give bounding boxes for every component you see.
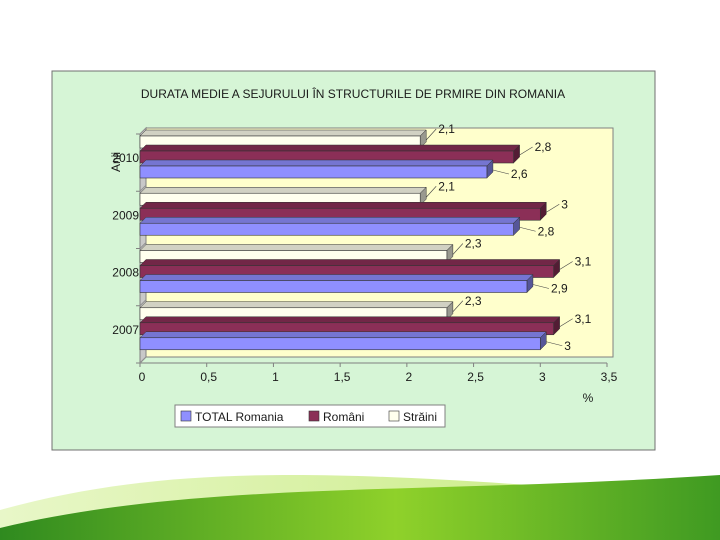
- y-axis-label: Anii: [109, 152, 123, 172]
- data-label-leader: [546, 203, 560, 213]
- bar-top-face: [139, 331, 547, 338]
- chart-title: DURATA MEDIE A SEJURULUI ÎN STRUCTURILE …: [141, 86, 565, 101]
- legend-entry: TOTAL Romania: [195, 410, 284, 424]
- data-label-leader: [519, 146, 533, 156]
- category-divider: [139, 184, 147, 192]
- bar-top-face: [139, 144, 521, 152]
- x-tick-label: 3: [539, 370, 546, 384]
- data-label: 3: [561, 197, 568, 211]
- y-tick-label: 2010: [112, 151, 139, 165]
- x-tick-label: 1,5: [334, 370, 351, 384]
- bar-top-face: [139, 217, 521, 224]
- x-tick-label: 0,5: [200, 370, 217, 384]
- bar-front-face: [139, 222, 514, 236]
- bar-2008-TOTAL Romania: [139, 273, 534, 294]
- bar-top-face: [139, 244, 454, 251]
- x-tick-label: 3,5: [601, 370, 618, 384]
- bar-top-face: [139, 129, 427, 137]
- data-label: 2,1: [438, 179, 455, 193]
- category-divider: [139, 299, 147, 307]
- data-label: 2,3: [465, 294, 482, 308]
- bar-front-face: [139, 280, 528, 293]
- data-label: 2,8: [535, 140, 552, 154]
- data-label-leader: [452, 300, 464, 312]
- bar-top-face: [139, 187, 427, 194]
- data-label-leader: [452, 243, 464, 255]
- category-divider: [139, 356, 147, 364]
- legend-entry: Străini: [403, 410, 437, 424]
- bar-top-face: [139, 301, 454, 308]
- data-label-leader: [546, 341, 563, 347]
- data-label-leader: [519, 226, 536, 232]
- x-tick-label: 2: [406, 370, 413, 384]
- data-label-leader: [559, 318, 573, 328]
- bar-front-face: [139, 165, 488, 179]
- data-label: 3,1: [575, 255, 592, 269]
- green-swoosh: [0, 475, 720, 540]
- data-label: 3: [564, 339, 571, 353]
- legend-swatch: [180, 410, 192, 422]
- data-label: 2,1: [438, 122, 455, 136]
- plot-area: 0 0,5 1 1,5 2 2,5 3 3,5 2,1 2,8 2,6 2010 2,1 3 2,8 2009…: [112, 122, 617, 384]
- bar-top-face: [139, 202, 547, 209]
- data-label: 2,3: [465, 237, 482, 251]
- legend: TOTAL Romania Români Străini: [174, 404, 446, 428]
- x-tick-label: 2,5: [467, 370, 484, 384]
- data-label-leader: [425, 186, 437, 198]
- y-tick-label: 2009: [112, 208, 139, 222]
- x-tick-label: 1: [272, 370, 279, 384]
- bar-top-face: [139, 274, 534, 281]
- bar-2010-TOTAL Romania: [139, 159, 494, 179]
- bar-top-face: [139, 259, 561, 266]
- bar-2009-TOTAL Romania: [139, 216, 521, 236]
- legend-entry: Români: [323, 410, 364, 424]
- data-label-leader: [492, 169, 509, 175]
- data-label: 2,9: [551, 282, 568, 296]
- data-label: 3,1: [575, 312, 592, 326]
- y-tick-label: 2008: [112, 266, 139, 280]
- bar-front-face: [139, 337, 541, 351]
- category-divider: [139, 127, 147, 135]
- slide-decoration: [0, 475, 720, 540]
- data-label-leader: [559, 261, 573, 270]
- data-label: 2,6: [511, 167, 528, 181]
- data-label: 2,8: [538, 224, 555, 238]
- data-label-leader: [425, 128, 437, 141]
- bar-2007-TOTAL Romania: [139, 331, 547, 351]
- bar-top-face: [139, 159, 494, 167]
- bar-top-face: [139, 316, 561, 323]
- legend-swatch: [308, 410, 320, 422]
- data-label-leader: [532, 284, 550, 289]
- legend-swatch: [388, 410, 400, 422]
- x-axis-label: %: [583, 391, 594, 405]
- y-tick-label: 2007: [112, 323, 139, 337]
- category-divider: [139, 242, 147, 249]
- x-tick-label: 0: [139, 370, 146, 384]
